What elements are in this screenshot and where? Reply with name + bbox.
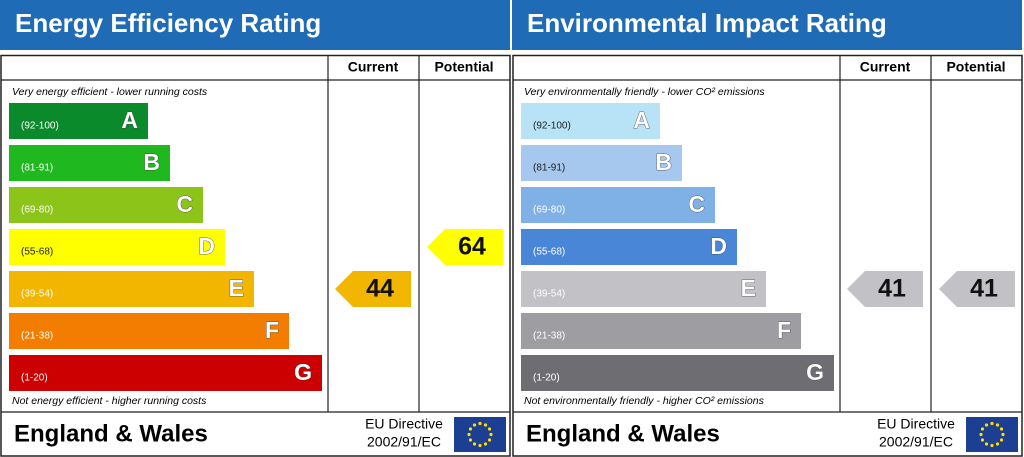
bottom-note: Not energy efficient - higher running co… — [12, 395, 207, 407]
eu-star — [489, 432, 493, 437]
rating-band — [521, 103, 660, 139]
rating-band — [9, 187, 203, 223]
band-range: (1-20) — [21, 373, 48, 384]
band-letter: C — [176, 191, 193, 217]
rating-band — [9, 271, 254, 307]
frame — [512, 54, 1023, 457]
band-range: (21-38) — [21, 331, 53, 342]
band-letter: A — [121, 107, 138, 133]
rating-value: 41 — [970, 275, 998, 303]
panel-title: Environmental Impact Rating — [527, 8, 887, 38]
eu-star — [483, 423, 488, 427]
eu-star — [995, 423, 1000, 427]
rating-band — [521, 355, 834, 391]
rating-band — [521, 313, 801, 349]
rating-band — [9, 313, 289, 349]
rating-arrow — [939, 271, 1015, 307]
eu-star — [984, 423, 989, 427]
region: England & Wales — [526, 420, 720, 447]
column-header: Current — [348, 59, 399, 75]
band-letter: G — [294, 359, 312, 385]
band-letter: F — [265, 317, 279, 343]
rating-band — [521, 145, 682, 181]
eu-star — [487, 427, 492, 431]
band-letter: D — [198, 233, 215, 259]
band-range: (69-80) — [21, 205, 53, 216]
directive: EU Directive — [365, 416, 443, 432]
eu-star — [984, 442, 989, 446]
eu-star — [468, 438, 473, 442]
directive: 2002/91/EC — [367, 434, 441, 450]
eu-star — [478, 421, 482, 426]
eu-star — [979, 432, 983, 437]
eu-star — [990, 443, 994, 448]
band-letter: B — [143, 149, 160, 175]
rating-band — [9, 355, 322, 391]
band-letter: F — [777, 317, 791, 343]
eu-star — [468, 427, 473, 431]
rating-band — [521, 271, 766, 307]
rating-band — [521, 187, 715, 223]
rating-arrow — [335, 271, 411, 307]
band-range: (1-20) — [533, 373, 560, 384]
rating-panel: Energy Efficiency Rating Current Potential… — [0, 0, 511, 457]
band-range: (55-68) — [21, 247, 53, 258]
band-letter: C — [688, 191, 705, 217]
top-note: Very energy efficient - lower running co… — [12, 86, 208, 98]
rating-band — [9, 229, 225, 265]
band-range: (92-100) — [533, 121, 571, 132]
title-bar — [0, 0, 510, 50]
title-bar — [512, 0, 1022, 50]
eu-star — [990, 421, 994, 426]
rating-band — [9, 145, 170, 181]
band-letter: B — [655, 149, 672, 175]
eu-star — [1001, 432, 1005, 437]
band-range: (55-68) — [533, 247, 565, 258]
band-range: (39-54) — [21, 289, 53, 300]
eu-star — [472, 442, 477, 446]
eu-star — [472, 423, 477, 427]
rating-band — [9, 103, 148, 139]
eu-star — [478, 443, 482, 448]
panel-title: Energy Efficiency Rating — [15, 8, 321, 38]
eu-star — [483, 442, 488, 446]
eu-star — [980, 438, 985, 442]
band-range: (81-91) — [533, 163, 565, 174]
rating-value: 44 — [366, 275, 394, 303]
rating-arrow — [847, 271, 923, 307]
band-letter: D — [710, 233, 727, 259]
band-range: (69-80) — [533, 205, 565, 216]
eu-star — [995, 442, 1000, 446]
directive: 2002/91/EC — [879, 434, 953, 450]
band-letter: A — [633, 107, 650, 133]
band-letter: G — [806, 359, 824, 385]
band-range: (92-100) — [21, 121, 59, 132]
bottom-note: Not environmentally friendly - higher CO… — [524, 395, 765, 407]
band-range: (21-38) — [533, 331, 565, 342]
eu-star — [487, 438, 492, 442]
band-range: (39-54) — [533, 289, 565, 300]
column-header: Current — [860, 59, 911, 75]
eu-star — [999, 438, 1004, 442]
column-header: Potential — [946, 59, 1005, 75]
region: England & Wales — [14, 420, 208, 447]
rating-value: 41 — [878, 275, 906, 303]
top-note: Very environmentally friendly - lower CO… — [524, 86, 765, 98]
band-letter: E — [229, 275, 244, 301]
frame — [0, 54, 511, 457]
rating-value: 64 — [458, 233, 486, 261]
column-header: Potential — [434, 59, 493, 75]
eu-star — [999, 427, 1004, 431]
band-range: (81-91) — [21, 163, 53, 174]
eu-star — [467, 432, 471, 437]
rating-arrow — [427, 229, 503, 265]
directive: EU Directive — [877, 416, 955, 432]
band-letter: E — [741, 275, 756, 301]
rating-band — [521, 229, 737, 265]
rating-panel: Environmental Impact Rating Current Potent… — [512, 0, 1023, 457]
eu-star — [980, 427, 985, 431]
